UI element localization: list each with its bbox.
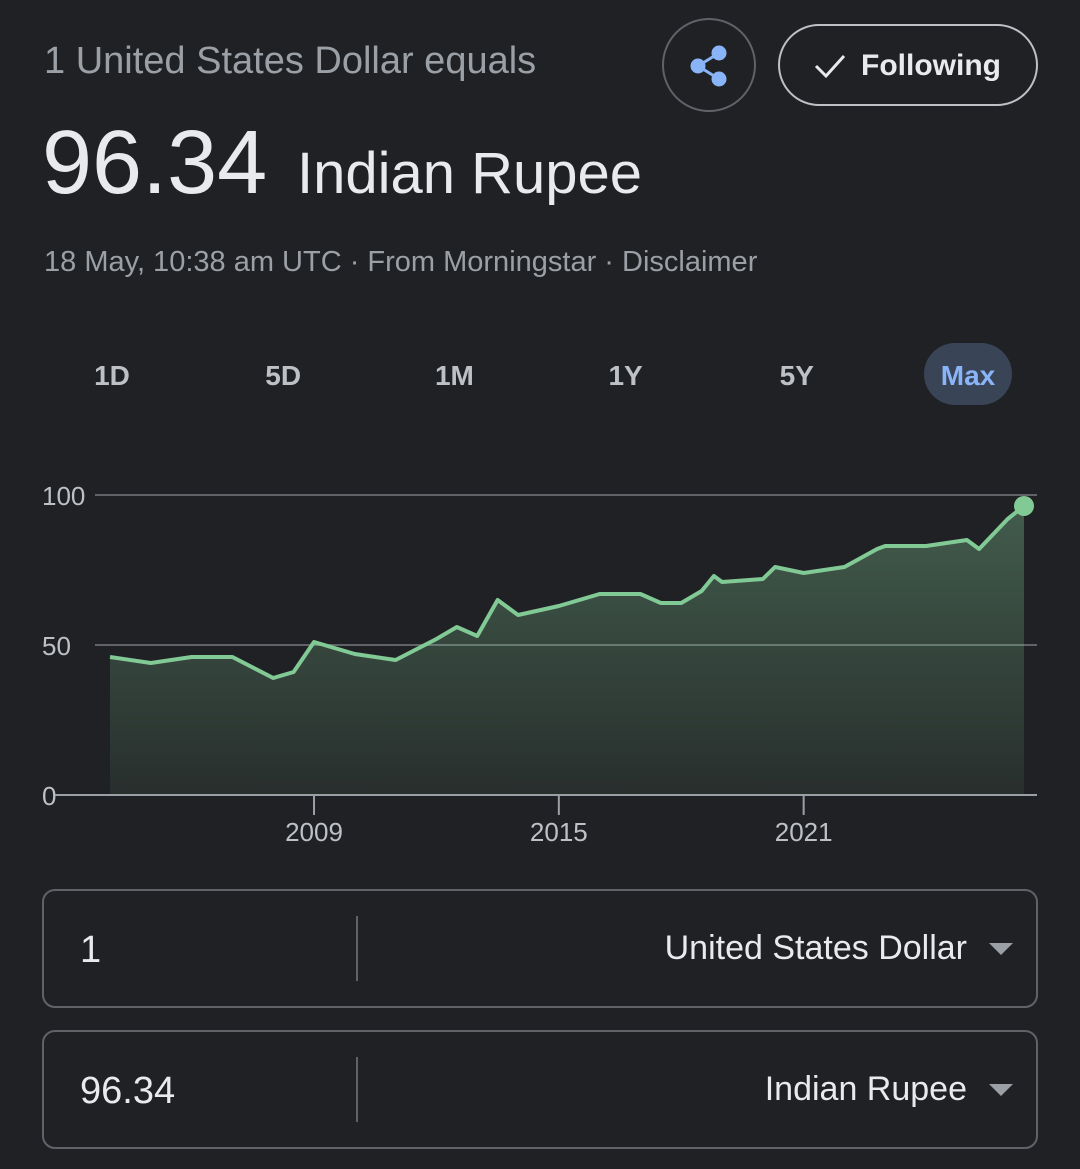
range-tab[interactable]: 1Y xyxy=(608,360,643,391)
area xyxy=(110,505,1024,795)
follow-label: Following xyxy=(861,49,1001,82)
currency-select[interactable]: Indian Rupee xyxy=(765,1070,967,1108)
range-tab[interactable]: 1M xyxy=(435,360,474,391)
x-tick-label: 2009 xyxy=(285,817,343,847)
share-icon xyxy=(690,45,727,87)
share-button[interactable] xyxy=(662,18,756,112)
range-tab[interactable]: Max xyxy=(941,360,996,391)
tab-highlight xyxy=(924,343,1012,405)
y-tick-label: 100 xyxy=(42,481,85,511)
x-tick-label: 2015 xyxy=(530,817,588,847)
line xyxy=(109,504,1026,680)
dropdown-arrow xyxy=(989,943,1013,955)
y-tick-label: 0 xyxy=(42,781,56,811)
subtitle: 1 United States Dollar equals xyxy=(44,40,537,82)
currency-select[interactable]: United States Dollar xyxy=(665,929,967,967)
check-icon xyxy=(814,54,846,79)
y-tick-label: 50 xyxy=(42,631,71,661)
meta: 18 May, 10:38 am UTC · From Morningstar … xyxy=(44,246,758,278)
range-tab[interactable]: 5D xyxy=(265,360,301,391)
follow-button[interactable] xyxy=(778,24,1038,106)
dropdown-arrow xyxy=(989,1084,1013,1096)
x-tick-label: 2021 xyxy=(775,817,833,847)
currency-name: Indian Rupee xyxy=(297,141,643,206)
rate: 96.34 xyxy=(42,113,268,213)
range-tab[interactable]: 1D xyxy=(94,360,130,391)
range-tab[interactable]: 5Y xyxy=(780,360,815,391)
amount-input[interactable]: 96.34 xyxy=(80,1070,175,1112)
end-point xyxy=(1014,495,1034,516)
converter-row xyxy=(42,889,1038,1008)
converter-row xyxy=(42,1030,1038,1149)
amount-input[interactable]: 1 xyxy=(80,929,101,971)
